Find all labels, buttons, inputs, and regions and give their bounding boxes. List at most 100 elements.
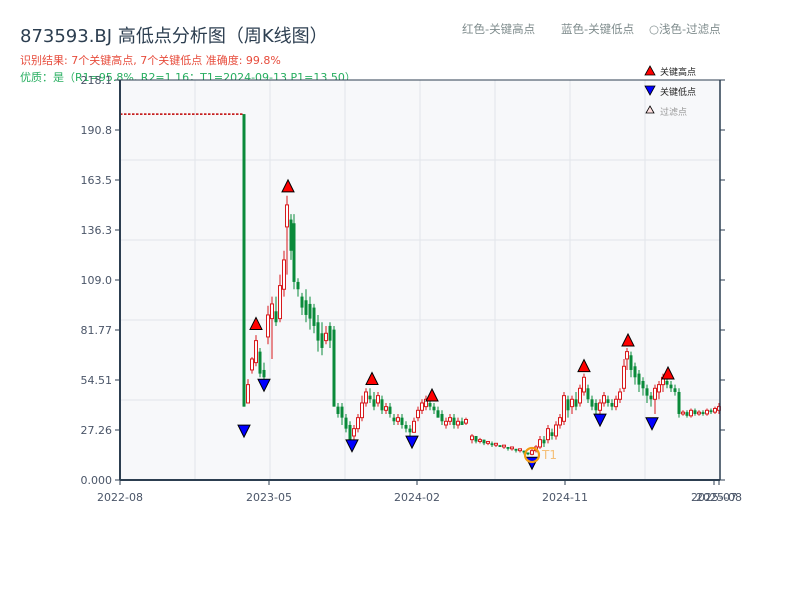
legend-key-high: 关键高点: [660, 66, 696, 78]
candle-body-down: [404, 424, 408, 429]
candle-body-up: [689, 409, 693, 417]
candle-body-down: [296, 281, 300, 290]
y-tick-label: 190.8: [81, 124, 113, 137]
candle-body-down: [348, 424, 352, 440]
candle-body-down: [292, 223, 296, 282]
candle-body-up: [681, 411, 685, 415]
candle-body-down: [482, 439, 486, 444]
candle-body-down: [685, 412, 689, 416]
candle-body-up: [598, 402, 602, 411]
candle-body-down: [274, 311, 278, 323]
key-high-marker-icon: [281, 178, 295, 193]
candle-body-down: [693, 410, 697, 414]
candle-body-down: [436, 410, 440, 418]
key-low-marker-icon: [645, 417, 659, 431]
candle-body-down: [372, 399, 376, 407]
key-high-marker-icon: [425, 387, 439, 402]
candle-body-up: [282, 259, 286, 290]
key-low-marker-icon: [257, 378, 271, 393]
candle-body-down: [490, 443, 494, 446]
candle-body-down: [637, 373, 641, 385]
candle-body-up: [396, 417, 400, 422]
candle-body-up: [554, 424, 558, 437]
candle-body-up: [602, 395, 606, 404]
key-point-markers: T1: [237, 178, 675, 471]
candle-body-down: [380, 399, 384, 411]
y-tick-label: 54.51: [81, 374, 113, 387]
chart-title: 873593.BJ 高低点分析图（周K线图）: [20, 26, 328, 47]
candle-body-down: [594, 402, 598, 411]
candle-body-up: [478, 439, 482, 442]
candle-body-up: [713, 407, 717, 413]
candle-body-down: [514, 448, 518, 451]
candle-body-up: [324, 332, 328, 342]
candle-body-up: [538, 439, 542, 448]
candle-body-up: [614, 398, 618, 408]
candle-body-down: [388, 406, 392, 414]
candle-body-down: [590, 399, 594, 407]
candle-body-down: [542, 439, 546, 444]
candle-body-down: [701, 412, 705, 414]
key-low-marker-icon: [237, 424, 251, 439]
candle-body-up: [266, 314, 270, 338]
candle-body-up: [653, 387, 657, 400]
candle-body-down: [526, 452, 530, 455]
candle-body-up: [494, 442, 498, 446]
candle-body-up: [510, 446, 514, 450]
candle-body-up: [622, 365, 626, 389]
key-low-legend-icon: [644, 85, 656, 96]
y-tick-label: 0.000: [81, 474, 113, 487]
candle-body-down: [308, 303, 312, 319]
candle-body-up: [246, 384, 250, 404]
candle-body-up: [364, 391, 368, 404]
candle-body-down: [340, 406, 344, 418]
candle-body-up: [424, 398, 428, 408]
candle-body-up: [270, 303, 274, 320]
candle-body-up: [558, 417, 562, 426]
legend-key-low: 关键低点: [660, 86, 696, 98]
grid-lines: [120, 80, 720, 480]
candle-body-down: [300, 296, 304, 308]
candle-body-down: [304, 300, 308, 315]
candle-body-down: [400, 417, 404, 425]
t1-ring-icon: [523, 446, 541, 464]
candle-body-down: [428, 402, 432, 407]
candle-body-down: [677, 391, 681, 414]
candle-body-down: [641, 380, 645, 389]
candle-body-up: [416, 409, 420, 419]
y-tick-label: 27.26: [81, 424, 113, 437]
key-low-marker-icon: [593, 413, 607, 428]
candle-body-down: [474, 435, 478, 442]
candle-body-down: [506, 446, 510, 449]
x-tick-label: 2022-08: [97, 491, 143, 504]
key-high-marker-icon: [661, 365, 675, 380]
candle-body-down: [610, 402, 614, 407]
key-high-marker-icon: [365, 371, 379, 385]
candle-body-up: [376, 395, 380, 404]
candle-body-up: [618, 391, 622, 400]
candle-body-up: [625, 351, 629, 360]
candle-body-up: [456, 420, 460, 426]
legend-red-key-high: 红色-关键高点: [462, 22, 536, 36]
candle-body-up: [518, 448, 522, 452]
candle-body-down: [566, 399, 570, 411]
candle-body-up: [352, 428, 356, 437]
candle-body-up: [657, 384, 661, 393]
key-high-legend-icon: [644, 65, 656, 76]
key-high-marker-icon: [249, 316, 263, 330]
candle-body-down: [392, 417, 396, 422]
x-tick-label: 2024-11: [542, 491, 588, 504]
candle-body-up: [486, 440, 490, 444]
candle-body-up: [470, 435, 474, 441]
candle-body-down: [665, 380, 669, 385]
legend-blue-key-low: 蓝色-关键低点: [561, 22, 635, 36]
candle-body-down: [522, 450, 526, 453]
candle-body-up: [502, 444, 506, 448]
candle-body-up: [356, 417, 360, 430]
candle-body-up: [360, 402, 364, 419]
legend-filtered: 过滤点: [660, 106, 687, 118]
candle-body-up: [582, 376, 586, 393]
key-low-marker-icon: [345, 439, 359, 453]
legend-light-filtered: ○浅色-过滤点: [649, 22, 721, 36]
candle-body-up: [250, 358, 254, 371]
